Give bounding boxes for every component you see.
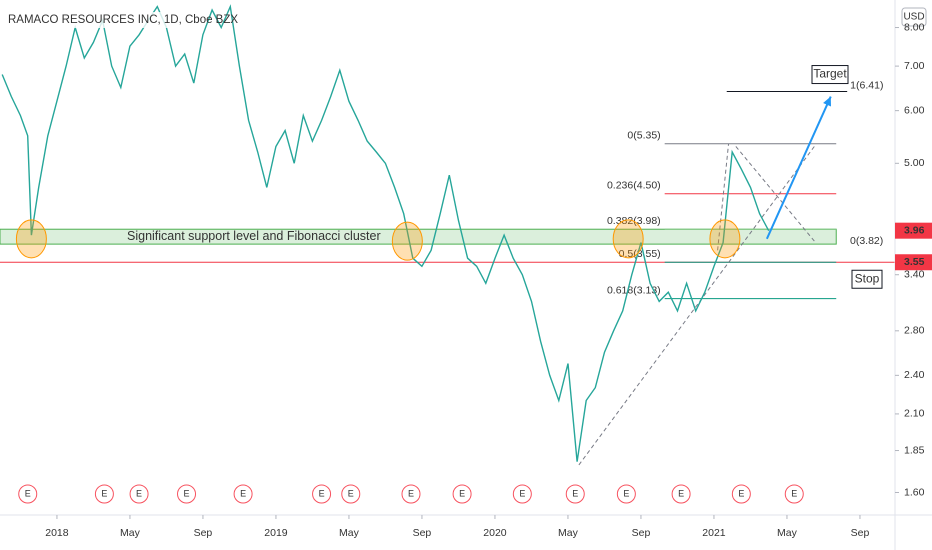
x-tick-label: May xyxy=(120,527,141,539)
y-tick-label: 3.40 xyxy=(904,269,925,281)
x-tick-label: 2019 xyxy=(264,527,288,539)
support-label: Significant support level and Fibonacci … xyxy=(127,229,381,243)
highlight-circle xyxy=(709,219,741,259)
price-line xyxy=(1,4,770,462)
earnings-label: E xyxy=(459,488,465,498)
title-bg xyxy=(0,12,200,28)
y-tick-label: 7.00 xyxy=(904,60,925,72)
earnings-label: E xyxy=(240,488,246,498)
earnings-marker xyxy=(177,484,197,504)
trendline xyxy=(717,143,730,251)
y-tick-label: 2.10 xyxy=(904,408,925,420)
earnings-label: E xyxy=(678,488,684,498)
earnings-marker xyxy=(565,484,585,504)
earnings-label: E xyxy=(319,488,325,498)
price-badge-label: 3.55 xyxy=(904,256,925,268)
earnings-marker xyxy=(671,484,691,504)
earnings-label: E xyxy=(738,488,744,498)
currency-box[interactable] xyxy=(901,7,927,27)
earnings-label: E xyxy=(519,488,525,498)
fib-label: 0.236(4.50) xyxy=(607,180,661,192)
earnings-marker xyxy=(512,484,532,504)
earnings-label: E xyxy=(791,488,797,498)
earnings-label: E xyxy=(572,488,578,498)
target-arrow xyxy=(765,96,832,240)
earnings-marker xyxy=(616,484,636,504)
support-zone xyxy=(0,228,837,245)
fib-label: 0(5.35) xyxy=(627,130,660,142)
plot-area: Significant support level and Fibonacci … xyxy=(0,4,895,504)
x-tick-label: 2020 xyxy=(483,527,507,539)
earnings-marker xyxy=(129,484,149,504)
x-tick-label: May xyxy=(339,527,360,539)
y-tick-label: 8.00 xyxy=(904,21,925,33)
earnings-marker xyxy=(94,484,114,504)
fib-label: 0.618(3.13) xyxy=(607,284,661,296)
y-tick-label: 1.60 xyxy=(904,486,925,498)
stop-label: Stop xyxy=(855,271,880,285)
target-box xyxy=(811,65,849,85)
highlight-circle xyxy=(612,219,644,259)
target-level-label: 1(6.41) xyxy=(850,79,883,91)
earnings-label: E xyxy=(348,488,354,498)
y-tick-label: 6.00 xyxy=(904,104,925,116)
x-tick-label: Sep xyxy=(632,527,651,539)
earnings-label: E xyxy=(184,488,190,498)
earnings-marker xyxy=(731,484,751,504)
highlight-circle xyxy=(15,219,47,259)
chart-title: RAMACO RESOURCES INC, 1D, Cboe BZX xyxy=(8,14,238,26)
earnings-label: E xyxy=(25,488,31,498)
x-tick-label: May xyxy=(777,527,798,539)
earnings-label: E xyxy=(408,488,414,498)
earnings-marker xyxy=(401,484,421,504)
fib-label: 0.5(3.55) xyxy=(619,248,661,260)
x-tick-label: Sep xyxy=(413,527,432,539)
x-tick-label: May xyxy=(558,527,579,539)
base-label: 0(3.82) xyxy=(850,235,883,247)
earnings-marker xyxy=(341,484,361,504)
x-tick-label: Sep xyxy=(851,527,870,539)
currency: USD xyxy=(903,12,924,23)
earnings-marker xyxy=(233,484,253,504)
earnings-marker xyxy=(312,484,332,504)
trendline xyxy=(578,146,815,466)
y-tick-label: 1.85 xyxy=(904,444,925,456)
price-badge xyxy=(895,254,932,271)
earnings-label: E xyxy=(623,488,629,498)
x-tick-label: 2018 xyxy=(45,527,69,539)
earnings-marker xyxy=(452,484,472,504)
price-badge xyxy=(895,222,932,239)
x-tick-label: Sep xyxy=(194,527,213,539)
earnings-marker xyxy=(784,484,804,504)
y-tick-label: 5.00 xyxy=(904,157,925,169)
price-badge-label: 3.96 xyxy=(904,224,925,236)
highlight-circle xyxy=(391,221,423,261)
x-tick-label: 2021 xyxy=(702,527,726,539)
target-label: Target xyxy=(813,67,847,81)
arrow-head xyxy=(823,96,831,107)
y-tick-label: 2.80 xyxy=(904,325,925,337)
earnings-label: E xyxy=(136,488,142,498)
earnings-label: E xyxy=(101,488,107,498)
y-tick-label: 2.40 xyxy=(904,369,925,381)
stop-box xyxy=(851,269,883,289)
earnings-marker xyxy=(18,484,38,504)
